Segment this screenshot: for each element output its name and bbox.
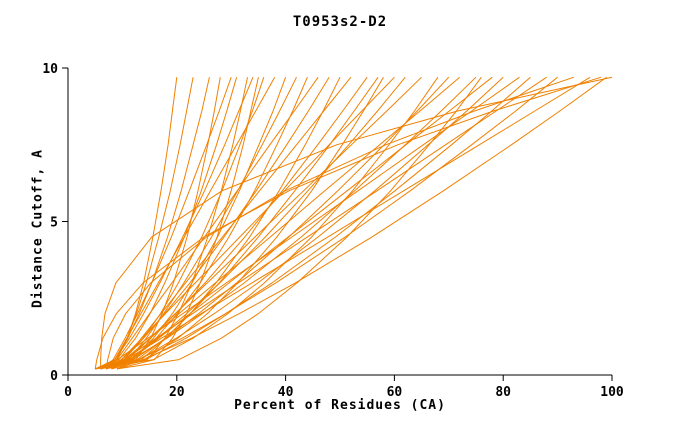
y-tick-label: 10 bbox=[42, 62, 58, 77]
series-line bbox=[100, 76, 591, 370]
series-line bbox=[116, 76, 379, 370]
series-line bbox=[111, 77, 248, 370]
series-line bbox=[111, 76, 422, 370]
series-line bbox=[95, 77, 308, 370]
x-axis-label: Percent of Residues (CA) bbox=[234, 398, 446, 413]
series-line bbox=[116, 77, 259, 370]
series-line bbox=[105, 76, 461, 370]
chart-title: T0953s2-D2 bbox=[292, 14, 388, 30]
series-line bbox=[116, 76, 482, 370]
series-line bbox=[95, 76, 384, 370]
series-line bbox=[95, 76, 558, 370]
series-line bbox=[95, 76, 341, 370]
series-line bbox=[94, 76, 602, 369]
x-tick-label: 0 bbox=[64, 385, 72, 400]
x-tick-label: 80 bbox=[495, 385, 511, 400]
series-line bbox=[100, 76, 368, 370]
series-line bbox=[105, 76, 575, 369]
series-line bbox=[95, 76, 520, 370]
series-line bbox=[100, 77, 287, 370]
x-tick-label: 100 bbox=[600, 385, 624, 400]
series-line bbox=[105, 76, 395, 370]
series-line bbox=[100, 77, 232, 370]
y-tick-label: 0 bbox=[50, 369, 58, 384]
series-line bbox=[95, 76, 439, 370]
series-line bbox=[95, 77, 238, 370]
x-tick-label: 60 bbox=[387, 385, 403, 400]
series-line bbox=[95, 76, 607, 370]
series-line bbox=[105, 76, 319, 370]
series-line bbox=[100, 76, 547, 370]
x-tick-label: 20 bbox=[169, 385, 185, 400]
y-tick-label: 5 bbox=[50, 216, 58, 231]
x-tick-label: 40 bbox=[278, 385, 294, 400]
series-line bbox=[100, 76, 613, 369]
series-line bbox=[105, 76, 276, 370]
